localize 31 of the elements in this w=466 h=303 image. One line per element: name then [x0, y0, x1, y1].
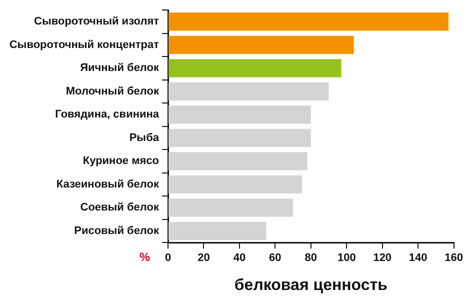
text: % [139, 250, 150, 264]
x-tick-label: 100 [337, 252, 356, 264]
bar [168, 128, 311, 147]
bar [168, 152, 308, 170]
y-tick-label: Рисовый белок [74, 225, 160, 237]
bar [168, 36, 354, 54]
y-tick-label: Молочный белок [66, 85, 160, 98]
y-tick-label: Казеиновый белок [56, 178, 160, 190]
y-tick-label: Куриное мясо [82, 155, 160, 168]
bar [168, 222, 266, 240]
x-tick-label: 160 [444, 252, 464, 264]
x-tick-label: 0 [164, 252, 172, 264]
bar [168, 82, 329, 100]
x-axis-title: белковая ценность [234, 276, 388, 294]
x-tick-label: 60 [269, 252, 282, 264]
y-tick-label: Сывороточный концентрат [9, 38, 160, 51]
y-tick-label: Соевый белок [80, 202, 160, 214]
x-tick-label: 140 [408, 252, 428, 264]
y-tick-label: Рыба [129, 132, 160, 144]
bar [168, 12, 448, 31]
bar [168, 198, 294, 217]
bar [168, 175, 302, 194]
bar [168, 106, 311, 124]
x-tick-label: 80 [304, 252, 318, 264]
x-tick-label: 120 [373, 252, 392, 264]
x-tick-label: 40 [233, 252, 246, 264]
y-tick-label: Говядина, свинина [55, 108, 160, 121]
y-tick-label: Яичный белок [80, 62, 160, 74]
bar [168, 59, 342, 78]
y-tick-label: Сывороточный изолят [34, 16, 160, 28]
x-tick-label: 20 [198, 252, 210, 264]
